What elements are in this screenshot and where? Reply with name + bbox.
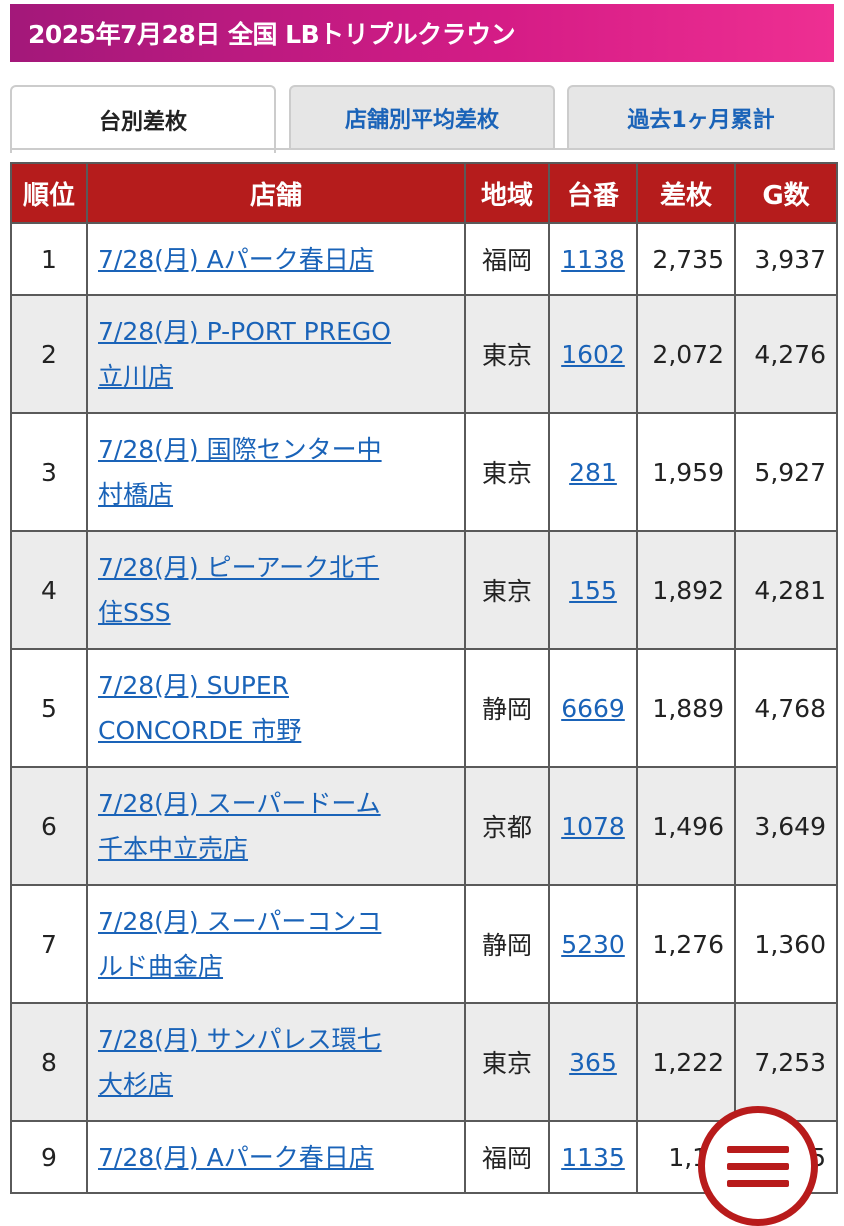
region-cell: 静岡 <box>464 884 550 1004</box>
machine-cell: 1602 <box>548 294 638 414</box>
shop-cell: 7/28(月) スーパードーム 千本中立売店 <box>86 766 466 886</box>
diff-cell: 1,222 <box>636 1002 736 1122</box>
machine-cell: 365 <box>548 1002 638 1122</box>
header-diff: 差枚 <box>636 162 736 224</box>
tab-label: 台別差枚 <box>98 110 187 135</box>
machine-cell: 1135 <box>548 1120 638 1194</box>
region-cell: 東京 <box>464 294 550 414</box>
table-row: 1 7/28(月) Aパーク春日店 福岡 1138 2,735 3,937 <box>10 222 838 296</box>
shop-link[interactable]: 7/28(月) SUPER CONCORDE 市野 <box>98 671 302 745</box>
shop-cell: 7/28(月) ピーアーク北千 住SSS <box>86 530 466 650</box>
shop-link[interactable]: 7/28(月) P-PORT PREGO 立川店 <box>98 317 391 391</box>
diff-cell: 1,276 <box>636 884 736 1004</box>
shop-link[interactable]: 7/28(月) Aパーク春日店 <box>98 1142 374 1172</box>
machine-cell: 1078 <box>548 766 638 886</box>
header-rank: 順位 <box>10 162 88 224</box>
diff-cell: 1,496 <box>636 766 736 886</box>
header-region: 地域 <box>464 162 550 224</box>
table-row: 2 7/28(月) P-PORT PREGO 立川店 東京 1602 2,072 … <box>10 294 838 414</box>
header-games: G数 <box>734 162 838 224</box>
machine-cell: 5230 <box>548 884 638 1004</box>
machine-link[interactable]: 281 <box>569 457 617 487</box>
shop-cell: 7/28(月) Aパーク春日店 <box>86 222 466 296</box>
machine-link[interactable]: 1138 <box>561 244 625 274</box>
table-row: 7 7/28(月) スーパーコンコ ルド曲金店 静岡 5230 1,276 1,3… <box>10 884 838 1004</box>
region-cell: 京都 <box>464 766 550 886</box>
rank-cell: 3 <box>10 412 88 532</box>
machine-link[interactable]: 1078 <box>561 811 625 841</box>
region-cell: 東京 <box>464 530 550 650</box>
diff-cell: 2,072 <box>636 294 736 414</box>
page-title-bar: 2025年7月28日 全国 LBトリプルクラウン <box>10 4 834 62</box>
rank-cell: 5 <box>10 648 88 768</box>
machine-cell: 155 <box>548 530 638 650</box>
tab-machine-diff[interactable]: 台別差枚 <box>10 85 276 153</box>
shop-link[interactable]: 7/28(月) ピーアーク北千 住SSS <box>98 553 380 627</box>
games-cell: 3,649 <box>734 766 838 886</box>
machine-link[interactable]: 365 <box>569 1047 617 1077</box>
diff-cell: 2,735 <box>636 222 736 296</box>
shop-link[interactable]: 7/28(月) サンパレス環七 大杉店 <box>98 1025 382 1099</box>
shop-cell: 7/28(月) Aパーク春日店 <box>86 1120 466 1194</box>
machine-cell: 6669 <box>548 648 638 768</box>
tab-label: 店舗別平均差枚 <box>344 108 499 133</box>
rank-cell: 1 <box>10 222 88 296</box>
rank-cell: 4 <box>10 530 88 650</box>
games-cell: 4,768 <box>734 648 838 768</box>
games-cell: 7,253 <box>734 1002 838 1122</box>
rank-cell: 8 <box>10 1002 88 1122</box>
machine-link[interactable]: 6669 <box>561 693 625 723</box>
games-cell: 4,276 <box>734 294 838 414</box>
header-machine: 台番 <box>548 162 638 224</box>
rank-cell: 7 <box>10 884 88 1004</box>
shop-cell: 7/28(月) サンパレス環七 大杉店 <box>86 1002 466 1122</box>
machine-cell: 1138 <box>548 222 638 296</box>
tab-divider <box>10 148 835 150</box>
games-cell: 5,927 <box>734 412 838 532</box>
diff-cell: 1,892 <box>636 530 736 650</box>
rank-cell: 6 <box>10 766 88 886</box>
rank-cell: 9 <box>10 1120 88 1194</box>
games-cell: 4,281 <box>734 530 838 650</box>
table-header-row: 順位 店舗 地域 台番 差枚 G数 <box>10 162 838 224</box>
shop-cell: 7/28(月) スーパーコンコ ルド曲金店 <box>86 884 466 1004</box>
region-cell: 東京 <box>464 1002 550 1122</box>
region-cell: 静岡 <box>464 648 550 768</box>
machine-cell: 281 <box>548 412 638 532</box>
table-row: 5 7/28(月) SUPER CONCORDE 市野 静岡 6669 1,889… <box>10 648 838 768</box>
table-row: 4 7/28(月) ピーアーク北千 住SSS 東京 155 1,892 4,281 <box>10 530 838 650</box>
tab-label: 過去1ヶ月累計 <box>627 108 775 133</box>
shop-link[interactable]: 7/28(月) スーパーコンコ ルド曲金店 <box>98 907 382 981</box>
games-cell: 3,937 <box>734 222 838 296</box>
rank-cell: 2 <box>10 294 88 414</box>
shop-link[interactable]: 7/28(月) Aパーク春日店 <box>98 244 374 274</box>
shop-cell: 7/28(月) 国際センター中 村橋店 <box>86 412 466 532</box>
region-cell: 福岡 <box>464 1120 550 1194</box>
tab-bar: 台別差枚 店舗別平均差枚 過去1ヶ月累計 <box>10 85 835 153</box>
machine-link[interactable]: 1602 <box>561 339 625 369</box>
machine-link[interactable]: 5230 <box>561 929 625 959</box>
region-cell: 福岡 <box>464 222 550 296</box>
header-shop: 店舗 <box>86 162 466 224</box>
shop-cell: 7/28(月) SUPER CONCORDE 市野 <box>86 648 466 768</box>
shop-cell: 7/28(月) P-PORT PREGO 立川店 <box>86 294 466 414</box>
games-cell: 1,360 <box>734 884 838 1004</box>
region-cell: 東京 <box>464 412 550 532</box>
machine-link[interactable]: 155 <box>569 575 617 605</box>
machine-link[interactable]: 1135 <box>561 1142 625 1172</box>
tab-store-average[interactable]: 店舗別平均差枚 <box>289 85 555 149</box>
diff-cell: 1,959 <box>636 412 736 532</box>
shop-link[interactable]: 7/28(月) 国際センター中 村橋店 <box>98 435 382 509</box>
table-row: 8 7/28(月) サンパレス環七 大杉店 東京 365 1,222 7,253 <box>10 1002 838 1122</box>
tab-past-month[interactable]: 過去1ヶ月累計 <box>567 85 835 149</box>
diff-cell: 1,889 <box>636 648 736 768</box>
menu-button[interactable] <box>698 1106 818 1226</box>
shop-link[interactable]: 7/28(月) スーパードーム 千本中立売店 <box>98 789 381 863</box>
table-row: 6 7/28(月) スーパードーム 千本中立売店 京都 1078 1,496 3,… <box>10 766 838 886</box>
table-row: 3 7/28(月) 国際センター中 村橋店 東京 281 1,959 5,927 <box>10 412 838 532</box>
page-title: 2025年7月28日 全国 LBトリプルクラウン <box>28 20 516 49</box>
ranking-table: 順位 店舗 地域 台番 差枚 G数 1 7/28(月) Aパーク春日店 福岡 1… <box>10 162 838 1194</box>
